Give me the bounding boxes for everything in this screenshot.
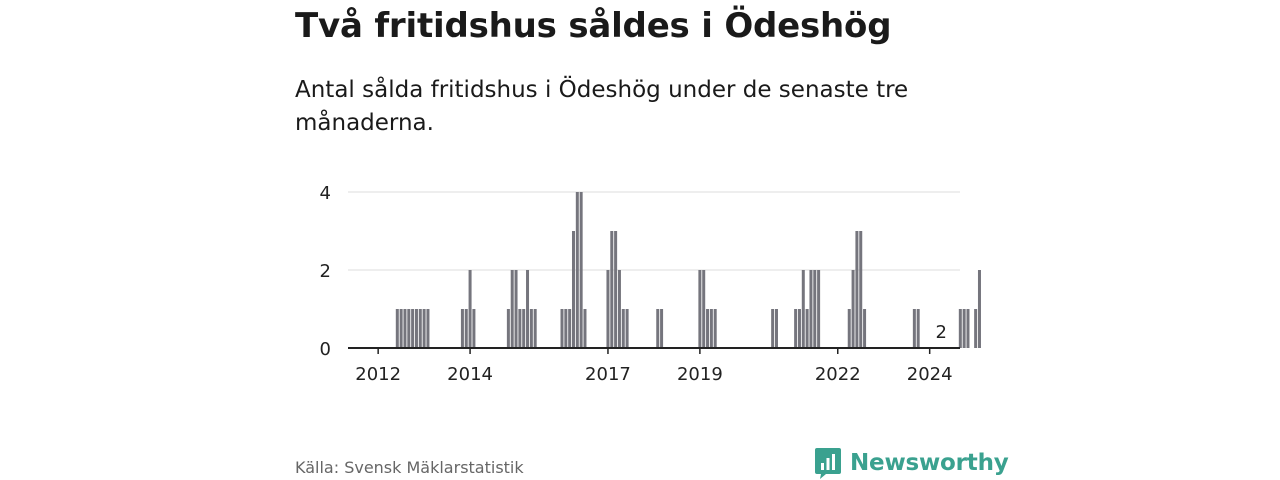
bar bbox=[610, 231, 614, 348]
bar bbox=[510, 270, 514, 348]
bar bbox=[977, 270, 981, 348]
x-tick-label: 2022 bbox=[815, 364, 861, 385]
bar bbox=[805, 309, 809, 348]
bar bbox=[514, 270, 518, 348]
bar bbox=[529, 309, 533, 348]
bar bbox=[801, 270, 805, 348]
bar bbox=[794, 309, 798, 348]
bar bbox=[916, 309, 920, 348]
y-tick-label: 2 bbox=[320, 261, 331, 282]
bar bbox=[506, 309, 510, 348]
bar bbox=[575, 192, 579, 348]
x-tick-label: 2014 bbox=[447, 364, 493, 385]
bar bbox=[518, 309, 522, 348]
bar bbox=[709, 309, 713, 348]
y-tick-label: 0 bbox=[320, 339, 331, 360]
x-tick-label: 2019 bbox=[677, 364, 723, 385]
bar bbox=[399, 309, 403, 348]
bar bbox=[863, 309, 867, 348]
bar bbox=[407, 309, 411, 348]
bar bbox=[583, 309, 587, 348]
bar bbox=[958, 309, 962, 348]
bar bbox=[859, 231, 863, 348]
chart-subtitle: Antal sålda fritidshus i Ödeshög under d… bbox=[295, 77, 909, 136]
newsworthy-logo-icon bbox=[815, 448, 841, 479]
x-tick-label: 2024 bbox=[907, 364, 953, 385]
axes bbox=[348, 347, 960, 354]
gridlines bbox=[348, 191, 960, 271]
x-tick-label: 2012 bbox=[355, 364, 401, 385]
source-note: Källa: Svensk Mäklarstatistik bbox=[295, 458, 524, 477]
bar bbox=[403, 309, 407, 348]
bar bbox=[606, 270, 610, 348]
bar bbox=[966, 309, 970, 348]
bar bbox=[614, 231, 618, 348]
bar bbox=[564, 309, 568, 348]
y-tick-label: 4 bbox=[320, 183, 331, 204]
bar bbox=[702, 270, 706, 348]
bar bbox=[855, 231, 859, 348]
bar bbox=[617, 270, 621, 348]
bar bbox=[912, 309, 916, 348]
brand-name: Newsworthy bbox=[850, 450, 1009, 476]
bar bbox=[472, 309, 476, 348]
bar bbox=[774, 309, 778, 348]
bar bbox=[422, 309, 426, 348]
bar bbox=[797, 309, 801, 348]
bar bbox=[395, 309, 399, 348]
brand-logo: Newsworthy bbox=[814, 446, 1009, 480]
bar bbox=[621, 309, 625, 348]
bar bbox=[847, 309, 851, 348]
bar bbox=[464, 309, 468, 348]
x-tick-label: 2017 bbox=[585, 364, 631, 385]
bars bbox=[395, 192, 981, 348]
bar bbox=[974, 309, 978, 348]
bar bbox=[962, 309, 966, 348]
bar bbox=[813, 270, 817, 348]
bar bbox=[851, 270, 855, 348]
bar bbox=[817, 270, 821, 348]
bar bbox=[809, 270, 813, 348]
data-label: 2 bbox=[935, 322, 946, 343]
bar-chart: 0 2 4 2012 2014 2017 2019 2022 2024 2 bbox=[320, 183, 981, 385]
bar bbox=[713, 309, 717, 348]
bar bbox=[706, 309, 710, 348]
bar bbox=[579, 192, 583, 348]
bar bbox=[414, 309, 418, 348]
bar bbox=[568, 309, 572, 348]
bar bbox=[411, 309, 415, 348]
bar bbox=[460, 309, 464, 348]
bar bbox=[418, 309, 422, 348]
bar bbox=[560, 309, 564, 348]
bar bbox=[625, 309, 629, 348]
bar bbox=[698, 270, 702, 348]
bar bbox=[468, 270, 472, 348]
labels: 0 2 4 2012 2014 2017 2019 2022 2024 2 bbox=[320, 183, 953, 385]
bar bbox=[533, 309, 537, 348]
bar bbox=[771, 309, 775, 348]
bar bbox=[656, 309, 660, 348]
bar bbox=[526, 270, 530, 348]
bar bbox=[660, 309, 664, 348]
bar bbox=[571, 231, 575, 348]
bar bbox=[426, 309, 430, 348]
bar bbox=[522, 309, 526, 348]
chart-title: Två fritidshus såldes i Ödeshög bbox=[295, 6, 892, 46]
